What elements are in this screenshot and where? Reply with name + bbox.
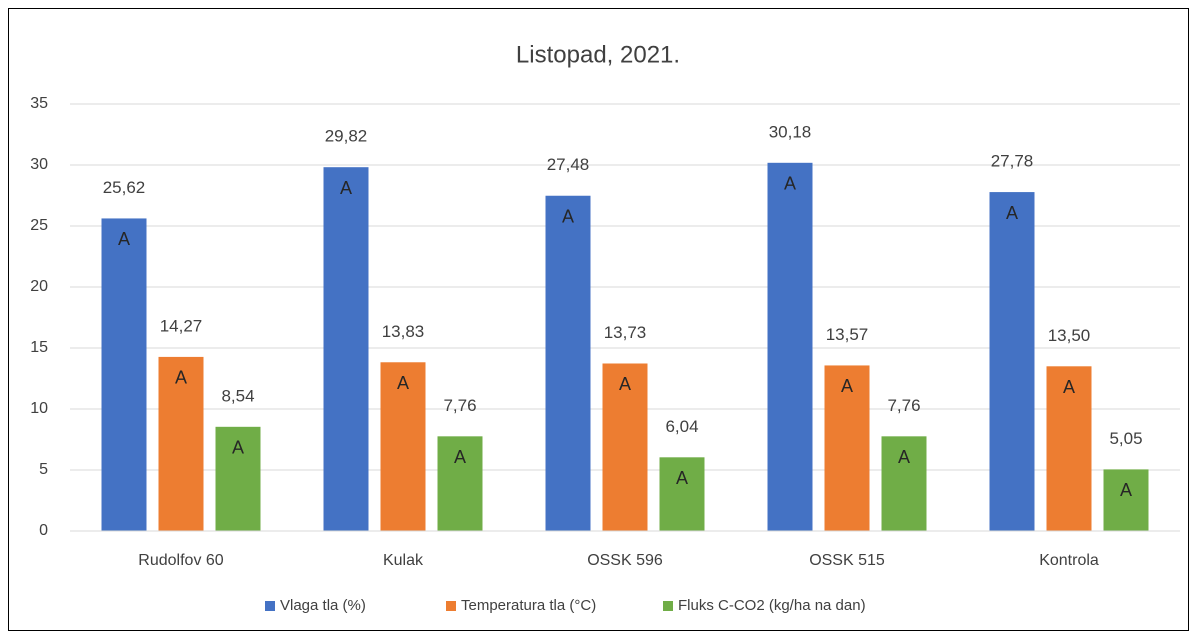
x-tick-label: Rudolfov 60 [138, 552, 223, 569]
value-label: 6,04 [665, 417, 698, 436]
x-tick-label: Kontrola [1039, 552, 1099, 569]
bar [323, 167, 369, 532]
significance-letter: A [118, 229, 130, 249]
value-label: 14,27 [160, 316, 203, 335]
legend-swatch [446, 601, 456, 611]
bar [1046, 366, 1092, 531]
bar [437, 436, 483, 531]
y-tick-label: 35 [30, 95, 48, 112]
value-label: 13,50 [1048, 326, 1091, 345]
bar [545, 195, 591, 531]
significance-letter: A [397, 373, 409, 393]
value-label: 8,54 [221, 386, 254, 405]
value-label: 13,57 [826, 325, 869, 344]
value-label: 7,76 [887, 396, 920, 415]
bar [767, 162, 813, 531]
significance-letter: A [340, 178, 352, 198]
value-label: 30,18 [769, 122, 812, 141]
significance-letter: A [1120, 480, 1132, 500]
significance-letter: A [1063, 377, 1075, 397]
y-tick-label: 10 [30, 400, 48, 417]
value-label: 7,76 [443, 396, 476, 415]
value-label: 13,83 [382, 322, 425, 341]
y-tick-label: 30 [30, 156, 48, 173]
bar [158, 356, 204, 531]
value-label: 27,48 [547, 155, 590, 174]
legend-label: Vlaga tla (%) [280, 597, 366, 614]
bar [101, 218, 147, 531]
value-label: 29,82 [325, 127, 368, 146]
significance-letter: A [841, 376, 853, 396]
x-tick-label: Kulak [383, 552, 424, 569]
legend-swatch [663, 601, 673, 611]
x-tick-label: OSSK 515 [809, 552, 885, 569]
significance-letter: A [175, 368, 187, 388]
bar [824, 365, 870, 531]
x-tick-label: OSSK 596 [587, 552, 663, 569]
bar [881, 436, 927, 531]
value-label: 27,78 [991, 152, 1034, 171]
y-tick-label: 25 [30, 217, 48, 234]
significance-letter: A [454, 447, 466, 467]
bar [602, 363, 648, 531]
y-tick-label: 20 [30, 278, 48, 295]
significance-letter: A [676, 468, 688, 488]
significance-letter: A [562, 206, 574, 226]
value-label: 25,62 [103, 178, 146, 197]
legend-label: Temperatura tla (°C) [461, 597, 596, 614]
bar [380, 362, 426, 531]
value-label: 13,73 [604, 323, 647, 342]
y-tick-label: 5 [39, 461, 48, 478]
significance-letter: A [784, 174, 796, 194]
legend-swatch [265, 601, 275, 611]
bar [215, 426, 261, 531]
significance-letter: A [232, 438, 244, 458]
chart-title: Listopad, 2021. [516, 41, 680, 68]
significance-letter: A [898, 447, 910, 467]
y-tick-label: 15 [30, 339, 48, 356]
significance-letter: A [619, 374, 631, 394]
bar [1103, 469, 1149, 531]
legend-label: Fluks C-CO2 (kg/ha na dan) [678, 597, 866, 614]
significance-letter: A [1006, 203, 1018, 223]
value-label: 5,05 [1109, 429, 1142, 448]
bar [989, 192, 1035, 532]
y-tick-label: 0 [39, 522, 48, 539]
bar [659, 457, 705, 531]
